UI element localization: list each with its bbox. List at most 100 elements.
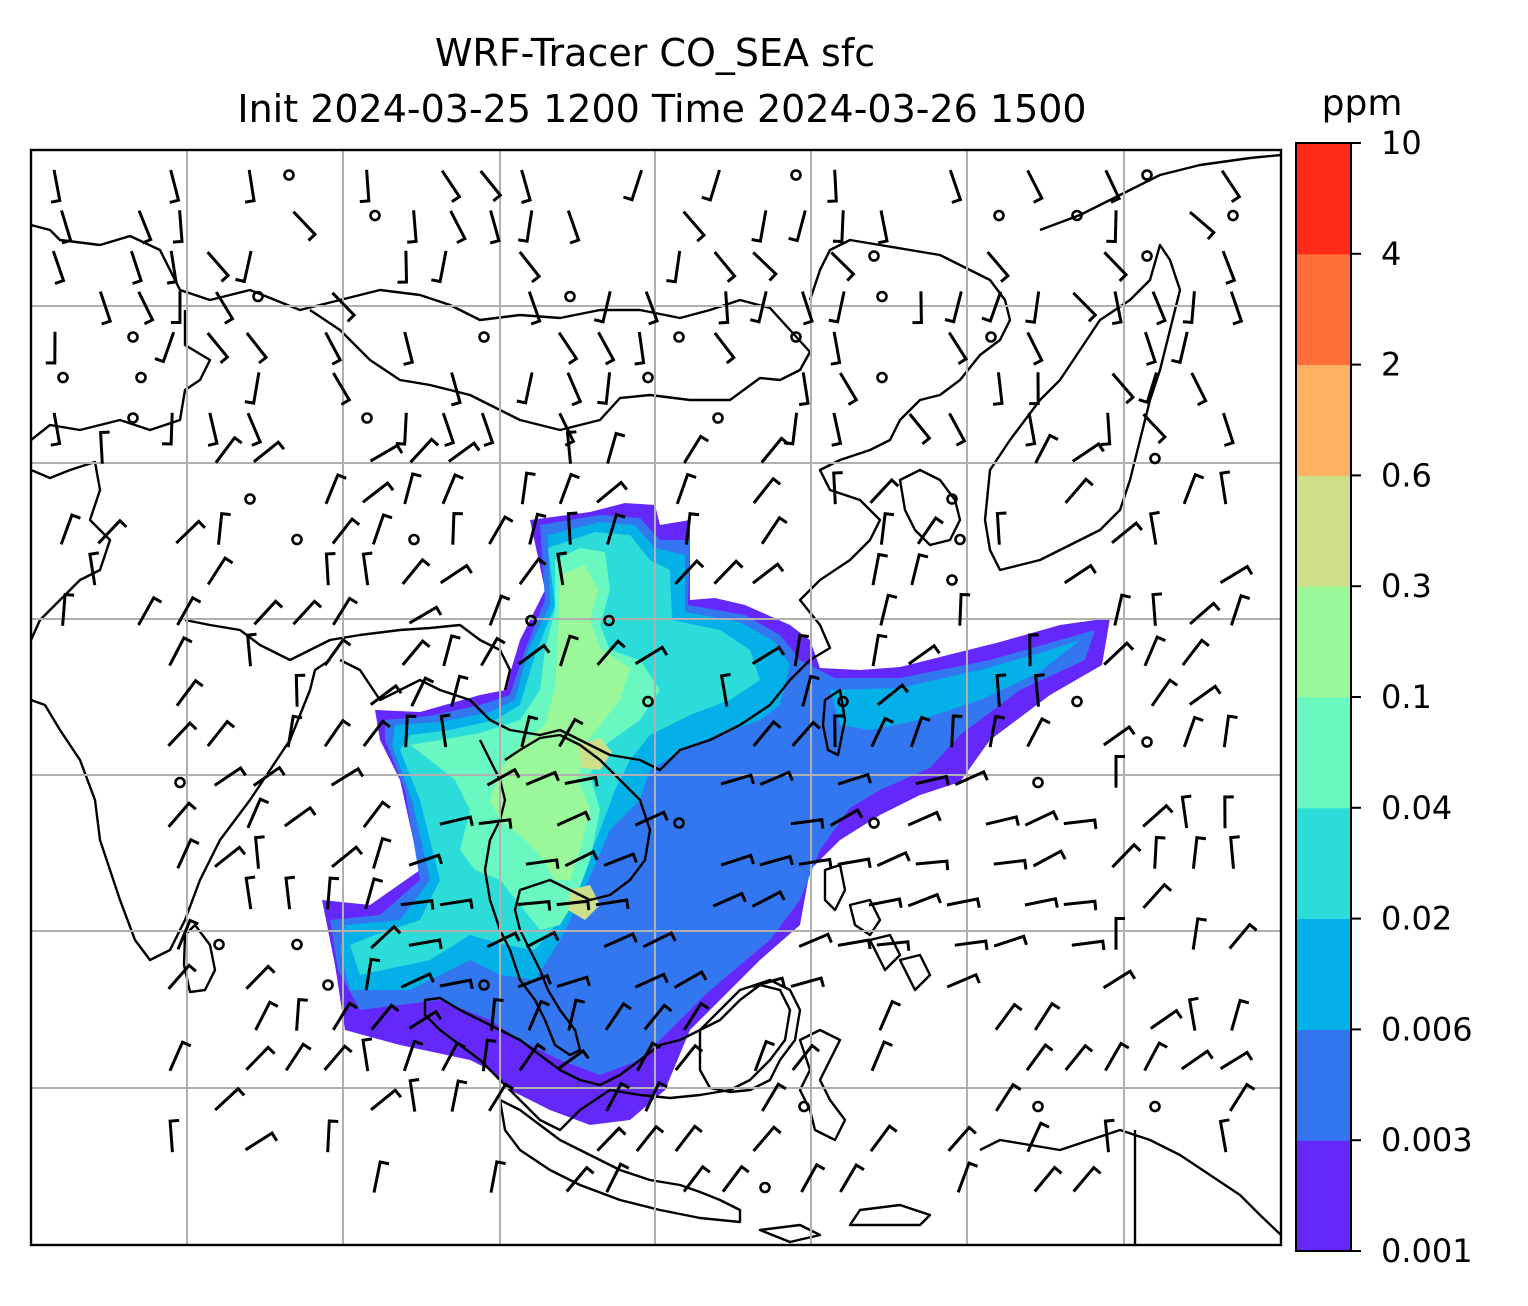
wind-barb [829, 808, 864, 827]
wind-barb [713, 251, 737, 283]
wind-barb [97, 518, 128, 545]
wind-barb [323, 718, 352, 748]
wind-barb [558, 717, 584, 748]
wind-barb [751, 889, 786, 908]
wind-barb [634, 645, 669, 665]
wind-barb [908, 413, 932, 446]
wind-barb [1029, 372, 1040, 406]
wind-barb [597, 331, 616, 366]
map-title-line-2: Init 2024-03-25 1200 Time 2024-03-26 150… [237, 87, 1086, 131]
wind-barb [286, 714, 303, 748]
wind-barb [830, 331, 842, 366]
wind-barb [167, 801, 197, 828]
calm-wind-marker [525, 614, 537, 627]
wind-barb [439, 563, 473, 585]
wind-barb [1114, 755, 1125, 788]
wind-barb [635, 1124, 665, 1153]
wind-barb [567, 998, 585, 1031]
calm-wind-marker [408, 533, 420, 546]
wind-barb [1151, 291, 1167, 326]
wind-barb [369, 683, 403, 706]
colorbar-tick-label: 10 [1381, 124, 1422, 162]
wind-barb [99, 430, 110, 464]
wind-barb [946, 897, 981, 909]
coast-indochina [478, 733, 652, 1057]
calm-wind-marker [1071, 695, 1083, 708]
calm-wind-marker [135, 371, 147, 384]
calm-wind-marker [798, 1100, 810, 1113]
colorbar-ticks: 0.001 0.003 0.006 0.02 0.04 0.1 0.3 0.6 2 4 10 [1351, 124, 1473, 1270]
wind-barb [478, 818, 513, 829]
border-himalaya [31, 223, 812, 432]
wind-barb [988, 714, 1005, 748]
colorbar-segments [1296, 143, 1351, 1252]
wind-barb [760, 515, 788, 545]
wind-barb [517, 210, 534, 243]
wind-barb [520, 471, 536, 505]
wind-barb [593, 291, 612, 324]
calm-wind-marker [603, 614, 615, 627]
wind-barb [879, 512, 895, 545]
wind-barb [1033, 1001, 1061, 1031]
wind-barb [486, 767, 521, 787]
wind-barb [294, 673, 306, 707]
wind-barb [481, 1038, 497, 1072]
wind-barb [439, 898, 474, 910]
wind-barb [488, 594, 511, 626]
wind-barb [1219, 1050, 1254, 1070]
wind-barb [137, 210, 153, 245]
wind-barb [682, 1001, 710, 1031]
wind-barb [556, 1048, 590, 1071]
wind-barb [326, 1119, 339, 1153]
wind-barb [253, 599, 284, 626]
coast-india [31, 460, 331, 962]
wind-barb [954, 939, 989, 951]
wind-barb [253, 835, 265, 869]
coast-taiwan [821, 688, 847, 757]
wind-barb [326, 876, 340, 910]
wind-barb [1025, 1042, 1054, 1072]
wind-barb [760, 436, 790, 464]
wind-barb [839, 1163, 865, 1193]
wind-barb [869, 1123, 898, 1153]
coast-sumatra-java [498, 1098, 742, 1224]
wind-barb [245, 964, 276, 990]
coast-philippines [823, 863, 932, 992]
wind-barb [556, 899, 591, 911]
calm-wind-marker [868, 250, 880, 262]
wind-barb [214, 435, 243, 464]
wind-barb [51, 250, 66, 285]
wind-barb [793, 633, 810, 667]
wind-barb [950, 714, 963, 748]
wind-barb [168, 1118, 180, 1153]
calm-wind-marker [127, 412, 139, 424]
wind-barb [332, 1001, 358, 1031]
wind-barb [217, 511, 231, 545]
wind-barb [876, 850, 911, 867]
wind-barb [175, 678, 204, 707]
wind-barb [1181, 638, 1210, 667]
wind-barb [362, 800, 391, 829]
wind-barb [837, 772, 872, 786]
wind-barb [176, 918, 199, 950]
wind-barb [720, 853, 755, 867]
wind-barb [868, 897, 903, 909]
wind-barb [361, 1037, 373, 1072]
wind-barb [372, 836, 392, 869]
wind-barb [137, 595, 163, 626]
wind-barb [828, 291, 846, 324]
wind-barb [870, 716, 894, 748]
wind-barb [397, 250, 409, 284]
wind-barb [833, 714, 844, 748]
calm-wind-marker [946, 493, 958, 505]
wind-barb [870, 1040, 893, 1072]
wind-barb [176, 595, 202, 626]
wind-barb [324, 331, 343, 366]
wind-barb [790, 818, 825, 829]
wind-barb [1150, 678, 1179, 707]
wind-barb [252, 440, 286, 463]
colorbar-unit: ppm [1322, 83, 1403, 124]
wind-barb [713, 559, 744, 585]
wind-barb [1028, 633, 1039, 667]
calm-wind-marker [876, 371, 888, 384]
